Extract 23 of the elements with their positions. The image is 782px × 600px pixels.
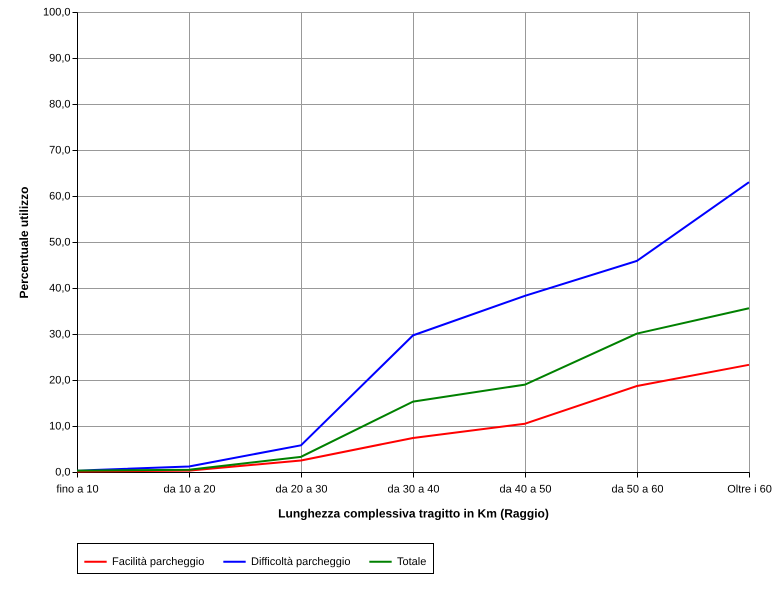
legend-label: Facilità parcheggio — [112, 556, 204, 568]
x-tick-label: da 30 a 40 — [388, 484, 440, 496]
x-tick-label: da 20 a 30 — [276, 484, 328, 496]
legend-label: Totale — [397, 556, 426, 568]
y-tick-label: 80,0 — [49, 98, 70, 110]
y-tick-label: 10,0 — [49, 420, 70, 432]
y-tick-label: 60,0 — [49, 190, 70, 202]
x-tick-label: da 40 a 50 — [500, 484, 552, 496]
y-tick-label: 50,0 — [49, 236, 70, 248]
x-tick-label: fino a 10 — [56, 484, 99, 496]
legend-label: Difficoltà parcheggio — [251, 556, 350, 568]
x-tick-label: da 50 a 60 — [612, 484, 664, 496]
y-tick-label: 20,0 — [49, 374, 70, 386]
y-axis-title: Percentuale utilizzo — [16, 186, 31, 299]
y-tick-label: 0,0 — [55, 466, 70, 478]
y-tick-label: 100,0 — [42, 6, 70, 18]
x-tick-label: da 10 a 20 — [164, 484, 216, 496]
y-tick-label: 70,0 — [49, 144, 70, 156]
y-tick-label: 30,0 — [49, 328, 70, 340]
x-axis-title: Lunghezza complessiva tragitto in Km (Raggio) — [278, 506, 549, 520]
y-tick-label: 90,0 — [49, 52, 70, 64]
y-tick-label: 40,0 — [49, 282, 70, 294]
x-tick-label: Oltre i 60 — [727, 484, 772, 496]
